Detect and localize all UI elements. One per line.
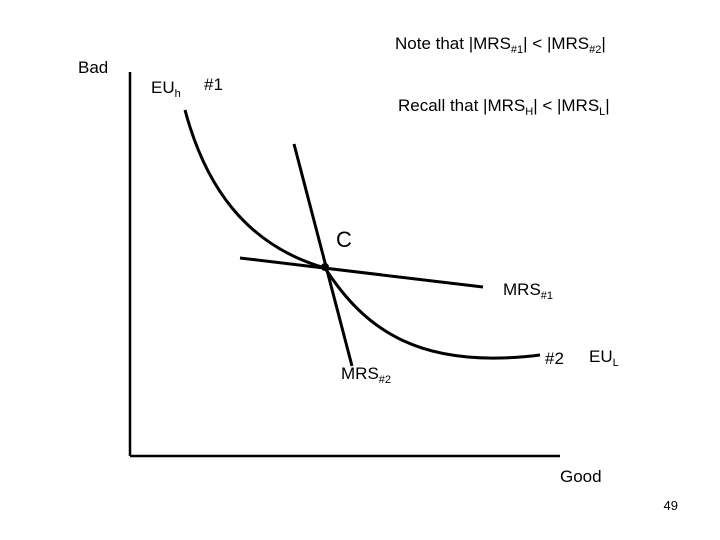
mrs1-line: [239, 256, 484, 289]
y-axis-label: Bad: [78, 58, 109, 77]
mrs2-line: [292, 143, 354, 367]
eul-label: EUL: [589, 347, 619, 369]
mrs1-label: MRS#1: [503, 280, 554, 302]
point-1-label: #1: [204, 75, 223, 94]
mrs2-label: MRS#2: [341, 364, 392, 386]
euh-label: EUh: [151, 78, 181, 100]
recall-text: Recall that |MRSH| < |MRSL|: [398, 96, 610, 118]
x-axis-label: Good: [560, 467, 602, 486]
note-text: Note that |MRS#1| < |MRS#2|: [395, 34, 606, 56]
point-c-label: C: [336, 227, 352, 252]
page-number: 49: [663, 498, 678, 513]
indifference-curve: [183, 109, 541, 360]
point-c: [321, 263, 329, 271]
point-2-label: #2: [545, 349, 564, 368]
